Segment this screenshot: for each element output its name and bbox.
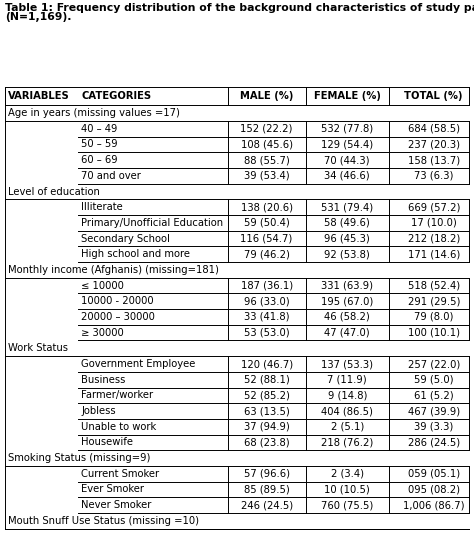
Text: 518 (52.4): 518 (52.4) bbox=[408, 281, 460, 291]
Text: 57 (96.6): 57 (96.6) bbox=[244, 469, 290, 479]
Text: 73 (6.3): 73 (6.3) bbox=[414, 171, 454, 181]
Text: 60 – 69: 60 – 69 bbox=[81, 155, 118, 165]
Text: 34 (46.6): 34 (46.6) bbox=[324, 171, 370, 181]
Text: 33 (41.8): 33 (41.8) bbox=[244, 312, 289, 322]
Text: 79 (46.2): 79 (46.2) bbox=[244, 249, 290, 259]
Text: 684 (58.5): 684 (58.5) bbox=[408, 124, 460, 134]
Text: 171 (14.6): 171 (14.6) bbox=[408, 249, 460, 259]
Text: 158 (13.7): 158 (13.7) bbox=[408, 155, 460, 165]
Text: 760 (75.5): 760 (75.5) bbox=[321, 500, 374, 510]
Text: 50 – 59: 50 – 59 bbox=[81, 139, 118, 150]
Text: 85 (89.5): 85 (89.5) bbox=[244, 484, 290, 494]
Text: 96 (33.0): 96 (33.0) bbox=[244, 296, 290, 306]
Text: 108 (45.6): 108 (45.6) bbox=[241, 139, 292, 150]
Text: MALE (%): MALE (%) bbox=[240, 91, 293, 101]
Text: 095 (08.2): 095 (08.2) bbox=[408, 484, 460, 494]
Text: Unable to work: Unable to work bbox=[81, 422, 156, 432]
Text: 291 (29.5): 291 (29.5) bbox=[408, 296, 460, 306]
Text: 467 (39.9): 467 (39.9) bbox=[408, 406, 460, 416]
Text: Government Employee: Government Employee bbox=[81, 359, 195, 369]
Text: 88 (55.7): 88 (55.7) bbox=[244, 155, 290, 165]
Text: Work Status: Work Status bbox=[8, 343, 68, 353]
Text: 218 (76.2): 218 (76.2) bbox=[321, 437, 374, 447]
Text: 58 (49.6): 58 (49.6) bbox=[324, 218, 370, 228]
Text: (N=1,169).: (N=1,169). bbox=[5, 12, 71, 22]
Text: 257 (22.0): 257 (22.0) bbox=[408, 359, 460, 369]
Text: Primary/Unofficial Education: Primary/Unofficial Education bbox=[81, 218, 223, 228]
Text: 47 (47.0): 47 (47.0) bbox=[324, 328, 370, 338]
Text: 187 (36.1): 187 (36.1) bbox=[241, 281, 292, 291]
Text: 531 (79.4): 531 (79.4) bbox=[321, 202, 373, 212]
Text: Never Smoker: Never Smoker bbox=[81, 500, 151, 510]
Text: Secondary School: Secondary School bbox=[81, 234, 170, 244]
Text: 404 (86.5): 404 (86.5) bbox=[321, 406, 373, 416]
Text: Table 1: Frequency distribution of the background characteristics of study parti: Table 1: Frequency distribution of the b… bbox=[5, 3, 474, 13]
Text: FEMALE (%): FEMALE (%) bbox=[314, 91, 381, 101]
Text: 46 (58.2): 46 (58.2) bbox=[324, 312, 370, 322]
Text: ≤ 10000: ≤ 10000 bbox=[81, 281, 124, 291]
Text: Business: Business bbox=[81, 375, 126, 385]
Text: 92 (53.8): 92 (53.8) bbox=[324, 249, 370, 259]
Text: 137 (53.3): 137 (53.3) bbox=[321, 359, 373, 369]
Text: CATEGORIES: CATEGORIES bbox=[81, 91, 151, 101]
Text: 059 (05.1): 059 (05.1) bbox=[408, 469, 460, 479]
Text: 20000 – 30000: 20000 – 30000 bbox=[81, 312, 155, 322]
Text: Level of education: Level of education bbox=[8, 186, 100, 197]
Text: High school and more: High school and more bbox=[81, 249, 190, 259]
Text: Illiterate: Illiterate bbox=[81, 202, 123, 212]
Text: 59 (50.4): 59 (50.4) bbox=[244, 218, 290, 228]
Text: 10 (10.5): 10 (10.5) bbox=[324, 484, 370, 494]
Text: 129 (54.4): 129 (54.4) bbox=[321, 139, 373, 150]
Text: 286 (24.5): 286 (24.5) bbox=[408, 437, 460, 447]
Text: 2 (5.1): 2 (5.1) bbox=[330, 422, 364, 432]
Text: 2 (3.4): 2 (3.4) bbox=[331, 469, 364, 479]
Text: 116 (54.7): 116 (54.7) bbox=[240, 234, 293, 244]
Text: Monthly income (Afghanis) (missing=181): Monthly income (Afghanis) (missing=181) bbox=[8, 265, 219, 275]
Text: 59 (5.0): 59 (5.0) bbox=[414, 375, 454, 385]
Text: 237 (20.3): 237 (20.3) bbox=[408, 139, 460, 150]
Text: Farmer/worker: Farmer/worker bbox=[81, 390, 153, 400]
Text: Jobless: Jobless bbox=[81, 406, 116, 416]
Text: 52 (85.2): 52 (85.2) bbox=[244, 390, 290, 400]
Text: 17 (10.0): 17 (10.0) bbox=[411, 218, 456, 228]
Text: 70 and over: 70 and over bbox=[81, 171, 141, 181]
Text: 9 (14.8): 9 (14.8) bbox=[328, 390, 367, 400]
Text: 79 (8.0): 79 (8.0) bbox=[414, 312, 454, 322]
Text: 63 (13.5): 63 (13.5) bbox=[244, 406, 290, 416]
Text: 212 (18.2): 212 (18.2) bbox=[408, 234, 460, 244]
Text: 96 (45.3): 96 (45.3) bbox=[324, 234, 370, 244]
Text: 100 (10.1): 100 (10.1) bbox=[408, 328, 460, 338]
Text: 39 (53.4): 39 (53.4) bbox=[244, 171, 290, 181]
Text: Ever Smoker: Ever Smoker bbox=[81, 484, 144, 494]
Text: TOTAL (%): TOTAL (%) bbox=[404, 91, 463, 101]
Text: 37 (94.9): 37 (94.9) bbox=[244, 422, 290, 432]
Text: 331 (63.9): 331 (63.9) bbox=[321, 281, 373, 291]
Text: 669 (57.2): 669 (57.2) bbox=[408, 202, 460, 212]
Text: Housewife: Housewife bbox=[81, 437, 133, 447]
Text: Current Smoker: Current Smoker bbox=[81, 469, 159, 479]
Text: VARIABLES: VARIABLES bbox=[8, 91, 69, 101]
Text: 70 (44.3): 70 (44.3) bbox=[325, 155, 370, 165]
Text: 246 (24.5): 246 (24.5) bbox=[241, 500, 292, 510]
Text: 120 (46.7): 120 (46.7) bbox=[241, 359, 292, 369]
Text: 52 (88.1): 52 (88.1) bbox=[244, 375, 290, 385]
Text: 53 (53.0): 53 (53.0) bbox=[244, 328, 290, 338]
Text: 7 (11.9): 7 (11.9) bbox=[328, 375, 367, 385]
Text: 40 – 49: 40 – 49 bbox=[81, 124, 118, 134]
Text: Smoking Status (missing=9): Smoking Status (missing=9) bbox=[8, 453, 150, 463]
Text: 138 (20.6): 138 (20.6) bbox=[241, 202, 292, 212]
Text: 68 (23.8): 68 (23.8) bbox=[244, 437, 290, 447]
Text: 39 (3.3): 39 (3.3) bbox=[414, 422, 453, 432]
Text: ≥ 30000: ≥ 30000 bbox=[81, 328, 124, 338]
Text: 61 (5.2): 61 (5.2) bbox=[414, 390, 454, 400]
Text: Mouth Snuff Use Status (missing =10): Mouth Snuff Use Status (missing =10) bbox=[8, 516, 199, 526]
Text: 532 (77.8): 532 (77.8) bbox=[321, 124, 373, 134]
Text: 152 (22.2): 152 (22.2) bbox=[240, 124, 293, 134]
Text: Age in years (missing values =17): Age in years (missing values =17) bbox=[8, 108, 180, 118]
Text: 195 (67.0): 195 (67.0) bbox=[321, 296, 374, 306]
Text: 10000 - 20000: 10000 - 20000 bbox=[81, 296, 154, 306]
Text: 1,006 (86.7): 1,006 (86.7) bbox=[403, 500, 465, 510]
